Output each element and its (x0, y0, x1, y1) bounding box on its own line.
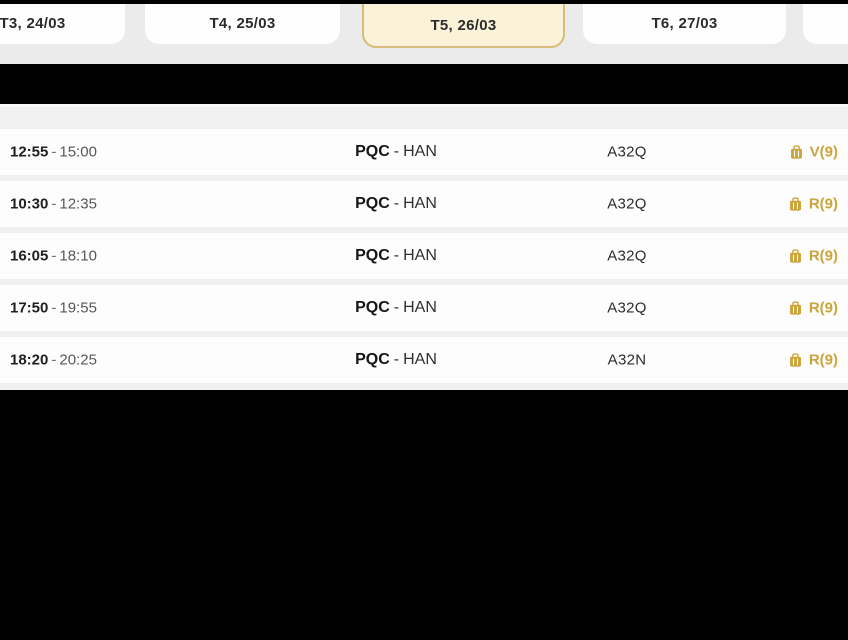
departure-time: 12:55 (10, 143, 49, 161)
date-tab-bar: T3, 24/03 T4, 25/03 T5, 26/03 T6, 27/03 (0, 0, 848, 64)
route-separator: - (393, 351, 400, 368)
fare-class[interactable]: R(9) (787, 196, 838, 213)
aircraft-type: A32Q (607, 195, 647, 213)
origin-code: PQC (355, 247, 390, 264)
luggage-icon (789, 197, 801, 211)
aircraft-type: A32N (607, 351, 647, 369)
flight-row[interactable]: 18:20-20:25 PQC - HAN A32N R(9) (0, 337, 848, 383)
fare-class-label: R(9) (808, 247, 838, 265)
flight-row[interactable]: 10:30-12:35 PQC - HAN A32Q R(9) (0, 181, 848, 227)
flight-route: PQC - HAN (355, 299, 437, 317)
aircraft-type: A32Q (607, 299, 647, 317)
time-separator: - (51, 143, 57, 161)
aircraft-type: A32Q (607, 143, 647, 161)
footer-black-area (0, 390, 848, 640)
luggage-icon (789, 301, 801, 315)
arrival-time: 20:25 (59, 351, 97, 369)
route-separator: - (393, 195, 400, 212)
time-separator: - (51, 351, 57, 369)
arrival-time: 18:10 (59, 247, 97, 265)
date-tab-label: T4, 25/03 (209, 15, 276, 32)
fare-class-label: R(9) (808, 195, 838, 213)
date-tab-label: T6, 27/03 (651, 15, 718, 32)
departure-time: 17:50 (10, 299, 49, 317)
destination-code: HAN (403, 351, 437, 368)
date-tab-t6-27-03[interactable]: T6, 27/03 (583, 0, 786, 44)
flight-row[interactable]: 17:50-19:55 PQC - HAN A32Q R(9) (0, 285, 848, 331)
origin-code: PQC (355, 299, 390, 316)
route-separator: - (393, 299, 400, 316)
departure-time: 18:20 (10, 351, 49, 369)
flight-row[interactable]: 12:55-15:00 PQC - HAN A32Q V(9) (0, 129, 848, 175)
destination-code: HAN (403, 299, 437, 316)
destination-code: HAN (403, 143, 437, 160)
destination-code: HAN (403, 247, 437, 264)
flight-list: 12:55-15:00 PQC - HAN A32Q V(9) 10:30-12:3… (0, 104, 848, 390)
flight-route: PQC - HAN (355, 195, 437, 213)
flight-times: 12:55-15:00 (10, 144, 97, 161)
origin-code: PQC (355, 143, 390, 160)
header-black-bar (0, 64, 848, 104)
date-tab-next-partial[interactable] (803, 0, 848, 44)
flight-route: PQC - HAN (355, 247, 437, 265)
fare-class[interactable]: R(9) (787, 300, 838, 317)
departure-time: 16:05 (10, 247, 49, 265)
fare-class-label: V(9) (809, 143, 838, 161)
top-black-strip (0, 0, 848, 4)
route-separator: - (393, 247, 400, 264)
date-tab-label: T5, 26/03 (430, 17, 497, 34)
flight-route: PQC - HAN (355, 351, 437, 369)
fare-class[interactable]: R(9) (787, 248, 838, 265)
arrival-time: 12:35 (59, 195, 97, 213)
arrival-time: 15:00 (59, 143, 97, 161)
flight-route: PQC - HAN (355, 143, 437, 161)
route-separator: - (393, 143, 400, 160)
fare-class[interactable]: R(9) (787, 352, 838, 369)
time-separator: - (51, 299, 57, 317)
flight-times: 18:20-20:25 (10, 352, 97, 369)
fare-class-label: R(9) (808, 299, 838, 317)
date-tab-label: T3, 24/03 (0, 15, 66, 32)
departure-time: 10:30 (10, 195, 49, 213)
time-separator: - (51, 195, 57, 213)
flight-times: 16:05-18:10 (10, 248, 97, 265)
flight-times: 10:30-12:35 (10, 196, 97, 213)
date-tab-t4-25-03[interactable]: T4, 25/03 (145, 0, 340, 44)
date-tab-t3-24-03[interactable]: T3, 24/03 (0, 0, 125, 44)
destination-code: HAN (403, 195, 437, 212)
fare-class-label: R(9) (808, 351, 838, 369)
fare-class[interactable]: V(9) (788, 144, 838, 161)
origin-code: PQC (355, 351, 390, 368)
flight-times: 17:50-19:55 (10, 300, 97, 317)
luggage-icon (789, 353, 801, 367)
flight-row[interactable]: 16:05-18:10 PQC - HAN A32Q R(9) (0, 233, 848, 279)
luggage-icon (790, 145, 802, 159)
luggage-icon (789, 249, 801, 263)
origin-code: PQC (355, 195, 390, 212)
date-tab-t5-26-03-selected[interactable]: T5, 26/03 (362, 0, 565, 48)
arrival-time: 19:55 (59, 299, 97, 317)
time-separator: - (51, 247, 57, 265)
aircraft-type: A32Q (607, 247, 647, 265)
